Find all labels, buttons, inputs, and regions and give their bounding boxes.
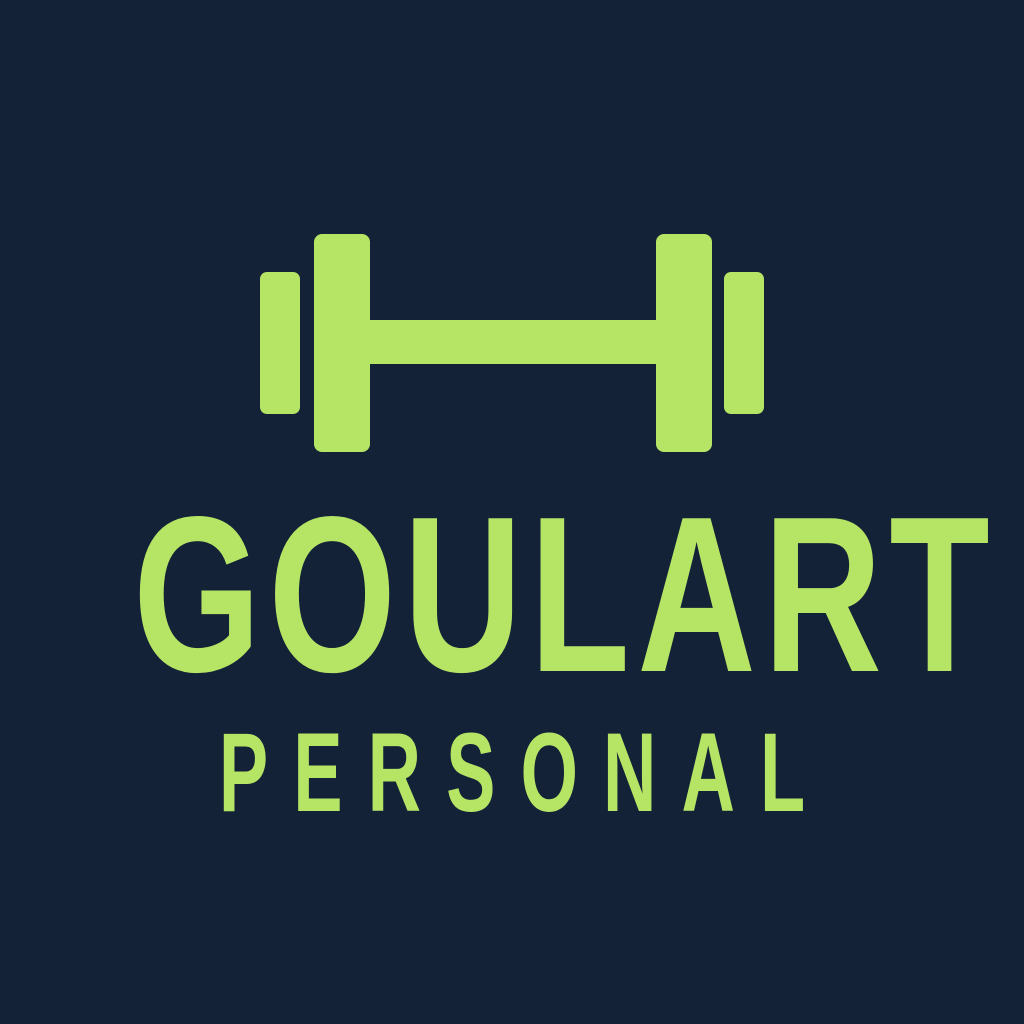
brand-subtitle: PERSONAL xyxy=(218,710,831,835)
brand-name: GOULART xyxy=(133,471,998,719)
